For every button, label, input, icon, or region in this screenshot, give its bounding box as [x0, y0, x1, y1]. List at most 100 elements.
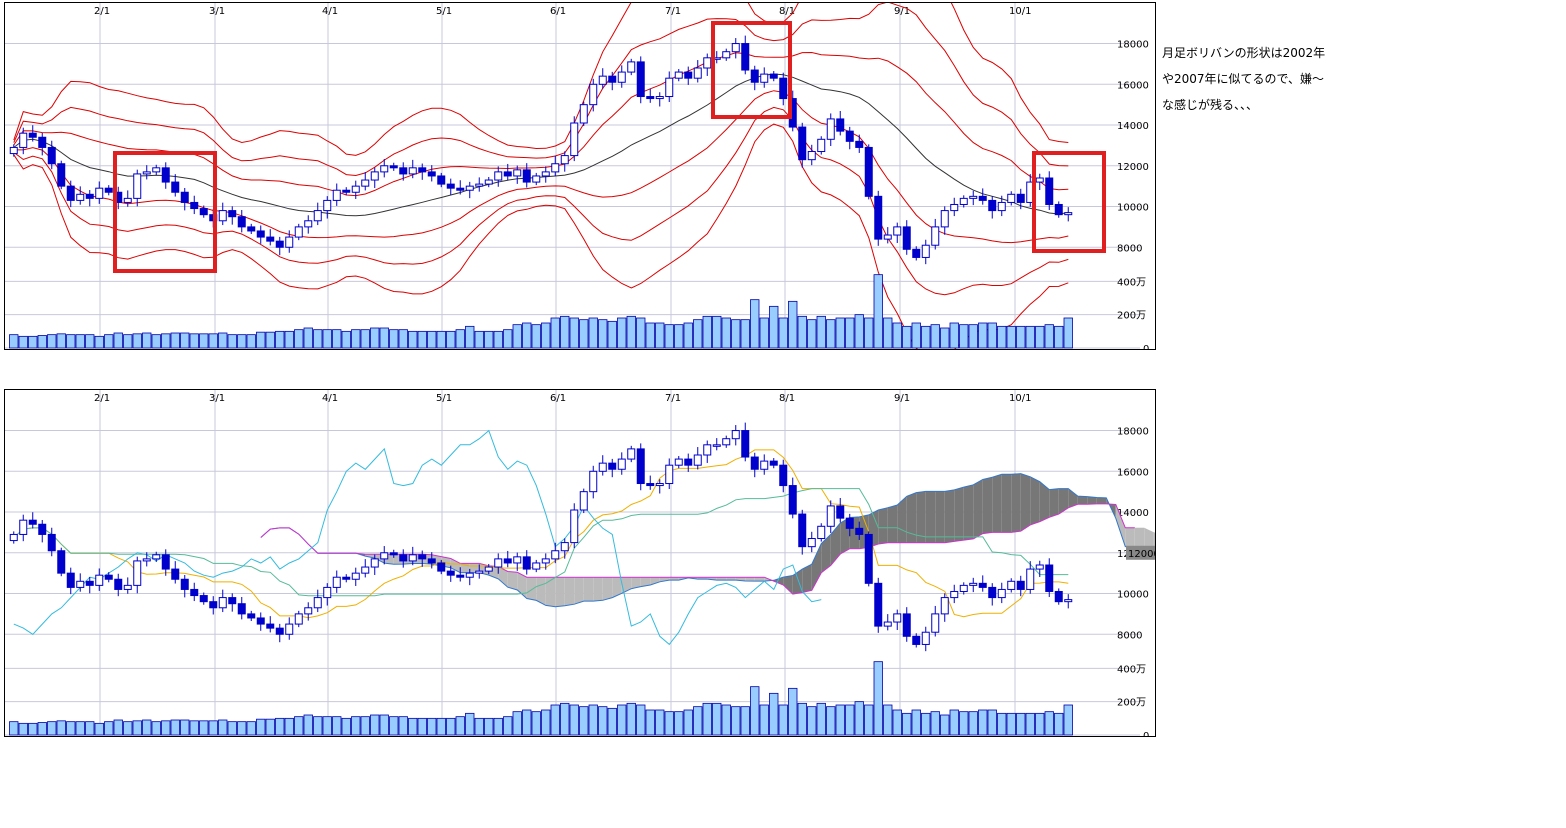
- volume-bar: [826, 319, 836, 349]
- candle-body: [779, 464, 788, 487]
- candle-body: [712, 444, 721, 447]
- candle-body: [541, 171, 550, 177]
- candle-body: [836, 505, 845, 519]
- volume-bar: [493, 330, 503, 349]
- kumo-cloud-segment: [498, 566, 508, 588]
- kumo-cloud-segment: [1077, 496, 1088, 505]
- y-tick-label: 18000: [1117, 427, 1149, 438]
- x-tick-label: 10/1: [1009, 393, 1031, 404]
- x-tick-label: 2/1: [94, 393, 110, 404]
- candle-body: [731, 43, 740, 53]
- volume-bar: [873, 274, 883, 349]
- candle-body: [1007, 580, 1016, 590]
- volume-bar: [75, 721, 85, 736]
- kumo-cloud-segment: [935, 491, 945, 543]
- candle-body: [798, 513, 807, 548]
- volume-tick-label: 0: [1143, 344, 1149, 349]
- candle-body: [218, 210, 227, 222]
- bollinger-band-line: [13, 3, 1069, 156]
- candle-body: [988, 199, 997, 212]
- volume-bar: [370, 714, 380, 736]
- volume-bar: [379, 327, 389, 349]
- candle-body: [370, 171, 379, 181]
- candle-body: [332, 576, 341, 588]
- volume-bar: [569, 704, 579, 736]
- kumo-cloud-segment: [944, 489, 955, 543]
- kumo-cloud-segment: [621, 577, 632, 594]
- candle-body: [560, 542, 569, 552]
- volume-bar: [142, 719, 152, 736]
- volume-bar: [617, 704, 627, 736]
- candle-body: [532, 175, 541, 183]
- volume-bar: [303, 714, 313, 736]
- bollinger-chart-panel: 2/1 3/1 4/1 5/1 6/1 7/1 8/1 9/1 10/1 18000 16000 14…: [4, 2, 1156, 350]
- volume-bar: [693, 706, 703, 736]
- kumo-cloud-segment: [583, 577, 594, 602]
- volume-bar: [636, 317, 646, 349]
- volume-bar: [883, 704, 893, 736]
- volume-bar: [598, 706, 608, 736]
- candle-body: [351, 572, 360, 580]
- candle-body: [294, 613, 303, 625]
- candle-body: [608, 75, 617, 83]
- volume-bar: [550, 704, 560, 736]
- volume-bar: [237, 334, 247, 349]
- candle-body: [874, 195, 883, 240]
- volume-bar: [598, 319, 608, 349]
- volume-bar: [37, 722, 47, 736]
- volume-bar: [427, 330, 437, 349]
- candle-body: [38, 136, 47, 148]
- x-tick-label: 4/1: [322, 393, 338, 404]
- candle-body: [38, 523, 47, 535]
- candle-body: [855, 527, 864, 535]
- volume-bar: [579, 706, 589, 736]
- candle-body: [855, 140, 864, 148]
- volume-bar: [740, 706, 750, 736]
- volume-bar: [322, 329, 332, 349]
- kumo-cloud-segment: [1011, 473, 1021, 533]
- kumo-cloud-segment: [555, 577, 565, 607]
- volume-bar: [351, 716, 361, 736]
- volume-bar: [902, 712, 912, 736]
- candle-body: [560, 155, 569, 165]
- candle-body: [1054, 203, 1063, 216]
- candle-body: [655, 96, 664, 100]
- candle-body: [342, 576, 351, 580]
- volume-bar: [474, 717, 484, 736]
- volume-bar: [256, 718, 266, 736]
- volume-bar: [664, 324, 674, 349]
- chikou-span-line: [13, 429, 822, 646]
- candle-body: [883, 234, 892, 240]
- volume-bar: [892, 322, 902, 349]
- candle-body: [969, 582, 978, 586]
- volume-bar: [170, 719, 180, 736]
- candle-body: [1016, 193, 1025, 203]
- volume-bar: [180, 332, 190, 349]
- volume-bar: [446, 717, 456, 736]
- candle-body: [342, 189, 351, 193]
- indicator-lines: [13, 3, 1069, 349]
- volume-bar: [75, 334, 85, 349]
- candle-body: [703, 444, 712, 456]
- volume-bar: [408, 330, 418, 349]
- candle-body: [883, 621, 892, 627]
- volume-bar: [332, 716, 342, 736]
- volume-bar: [218, 719, 228, 736]
- candle-body: [152, 167, 161, 173]
- candle-body: [570, 509, 579, 544]
- volume-bar: [978, 709, 988, 736]
- volume-bar: [930, 711, 940, 736]
- candle-body: [598, 75, 607, 85]
- candle-body: [551, 550, 560, 560]
- volume-bar: [940, 714, 950, 736]
- volume-bar: [579, 319, 589, 349]
- volume-bar: [1044, 324, 1054, 349]
- candle-body: [845, 130, 854, 142]
- volume-bar: [788, 300, 798, 349]
- kumo-cloud-segment: [1134, 527, 1145, 547]
- volume-bar: [1006, 325, 1016, 349]
- candle-body: [304, 220, 313, 228]
- candle-body: [1035, 564, 1044, 570]
- volume-bar: [417, 717, 427, 736]
- candle-body: [997, 201, 1006, 212]
